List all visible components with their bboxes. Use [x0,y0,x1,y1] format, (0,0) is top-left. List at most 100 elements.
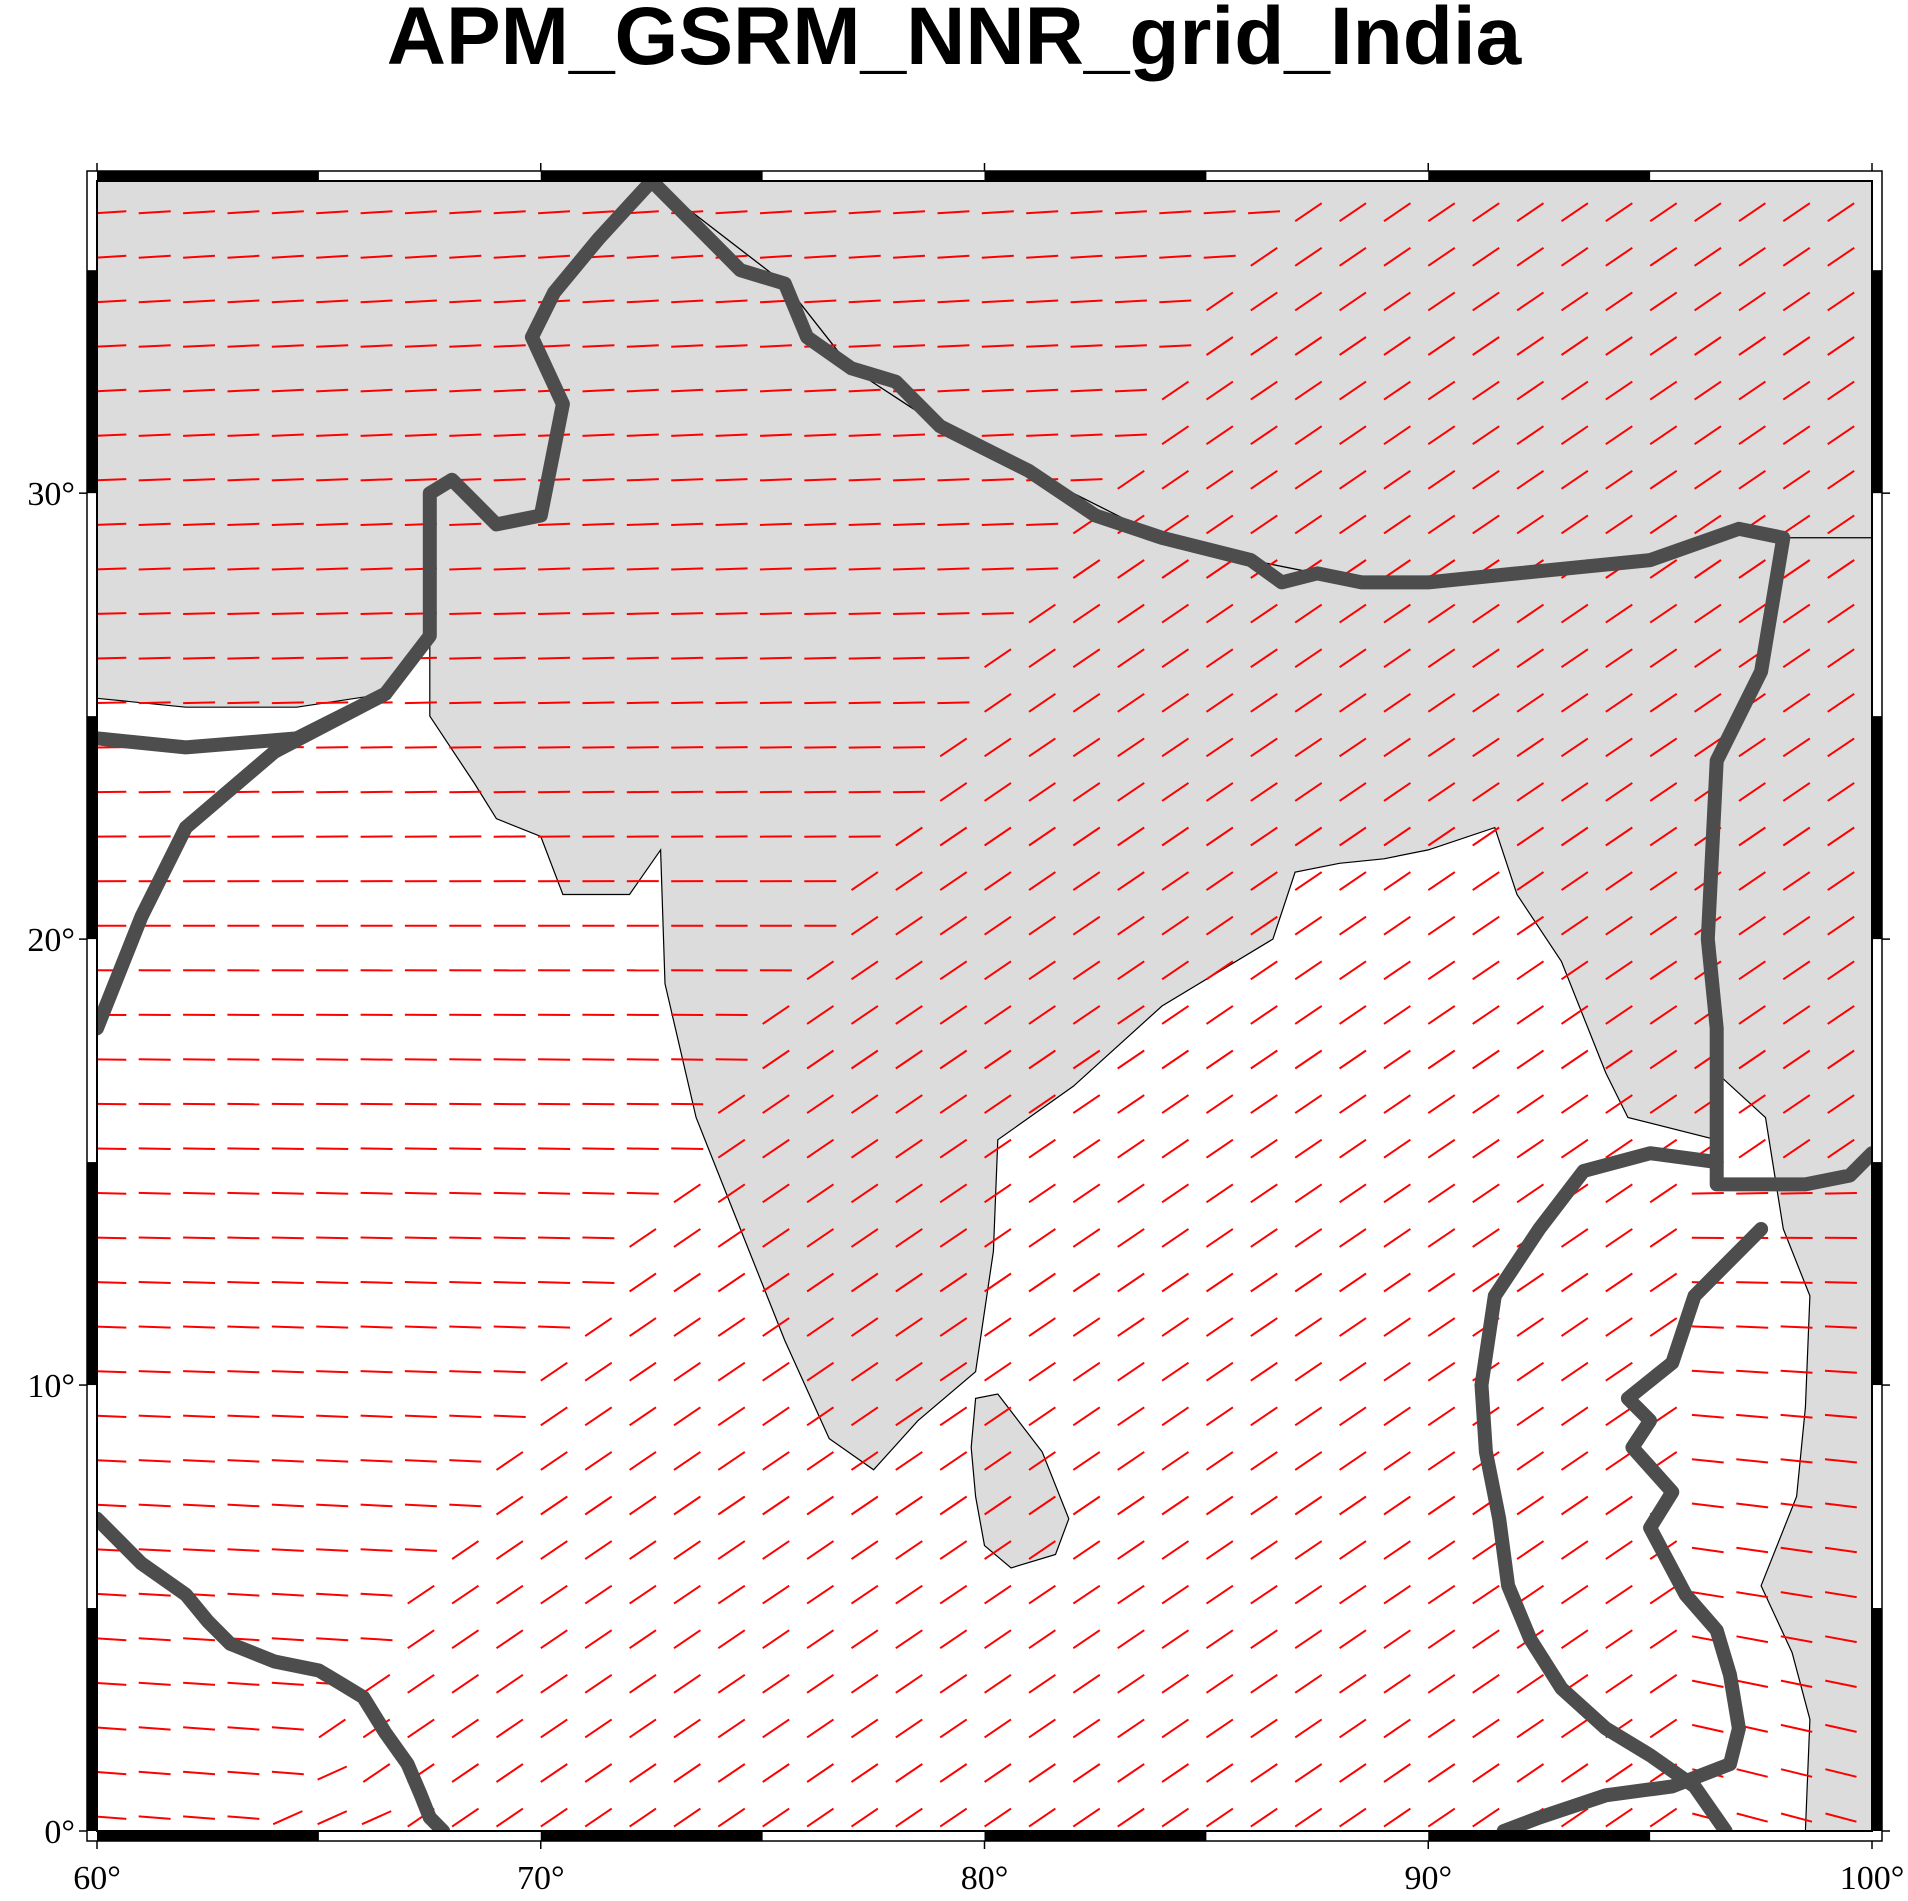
velocity-vector [1827,336,1855,356]
velocity-vector [1780,1812,1813,1823]
velocity-vector [538,1191,571,1195]
velocity-vector [1117,1138,1145,1159]
velocity-vector [1605,1005,1633,1025]
frame-segment-top [540,171,763,181]
velocity-vector [271,344,304,348]
velocity-vector [316,1459,349,1463]
velocity-vector [895,1272,923,1293]
velocity-vector [895,960,923,981]
velocity-vector [1026,433,1059,437]
velocity-vector [1782,336,1811,356]
velocity-vector [629,1763,657,1783]
velocity-vector [804,790,837,794]
velocity-vector [404,299,437,304]
velocity-vector [1825,1812,1857,1823]
velocity-vector [673,1807,701,1828]
velocity-vector [316,1414,349,1418]
velocity-vector [1827,871,1855,891]
velocity-vector [1605,202,1633,223]
velocity-vector [493,254,526,259]
velocity-vector [1605,1629,1633,1650]
velocity-vector [362,1673,391,1694]
velocity-vector [1072,1228,1101,1248]
velocity-vector [360,656,393,660]
velocity-vector [1250,1406,1278,1427]
velocity-vector [1339,826,1367,847]
velocity-vector [582,388,615,393]
velocity-vector [451,1718,480,1739]
velocity-vector [1117,1540,1145,1560]
velocity-vector [540,1361,568,1382]
velocity-vector [1028,1094,1056,1114]
velocity-vector [1560,1272,1589,1293]
velocity-vector [673,1540,701,1560]
velocity-vector [1339,1361,1367,1382]
velocity-vector [1026,210,1059,215]
velocity-vector [1070,344,1103,348]
velocity-vector [227,1414,260,1418]
velocity-vector [1694,648,1722,669]
velocity-vector [1516,1406,1545,1427]
velocity-vector [449,701,482,705]
velocity-vector [1738,1138,1766,1159]
velocity-vector [1605,1540,1633,1560]
velocity-vector [1736,1413,1769,1419]
velocity-vector [1205,1673,1234,1694]
velocity-vector [1339,1272,1367,1293]
velocity-vector [1383,1495,1411,1516]
velocity-vector [1028,692,1056,713]
velocity-vector [582,299,615,304]
velocity-vector [671,388,704,393]
velocity-vector [1736,1812,1768,1823]
velocity-vector [1472,648,1500,669]
velocity-vector [893,254,926,259]
velocity-vector [1691,1502,1724,1509]
velocity-vector [1560,871,1589,891]
velocity-vector [360,1414,393,1418]
velocity-vector [981,299,1014,304]
velocity-vector [584,1763,613,1783]
velocity-vector [540,1584,568,1605]
velocity-vector [1649,648,1678,669]
velocity-vector [762,1005,790,1025]
velocity-vector [1383,1272,1411,1293]
frame-segment-left [87,270,97,494]
velocity-vector [629,1718,657,1739]
velocity-vector [1072,1272,1101,1293]
velocity-vector [538,567,571,571]
velocity-vector [1205,291,1234,312]
velocity-vector [1827,291,1855,312]
velocity-vector [984,1183,1012,1204]
velocity-vector [1560,826,1589,847]
velocity-vector [1339,915,1367,936]
velocity-vector [1782,1138,1811,1159]
velocity-vector [360,1503,393,1508]
velocity-vector [1694,336,1722,356]
velocity-vector [227,1147,260,1150]
velocity-vector [183,210,216,215]
velocity-vector [1117,1005,1145,1025]
velocity-vector [1028,1138,1056,1159]
velocity-vector [493,210,526,215]
velocity-vector [1250,291,1278,312]
velocity-vector [1782,871,1811,891]
velocity-vector [1028,1228,1056,1248]
velocity-vector [1560,336,1589,356]
map-area [97,181,1872,1831]
velocity-vector [1516,514,1545,535]
velocity-vector [1427,692,1456,713]
velocity-vector [1472,871,1500,891]
velocity-vector [1825,1635,1857,1644]
velocity-vector [1250,1005,1278,1025]
velocity-vector [449,1191,482,1195]
velocity-vector [1294,469,1323,490]
velocity-vector [1117,1718,1145,1739]
velocity-vector [138,701,171,705]
velocity-vector [1516,1317,1545,1337]
velocity-vector [1205,1763,1234,1783]
velocity-vector [671,344,704,348]
velocity-vector [626,701,659,705]
velocity-vector [850,1183,879,1204]
velocity-vector [717,1495,746,1516]
velocity-vector [138,478,171,482]
